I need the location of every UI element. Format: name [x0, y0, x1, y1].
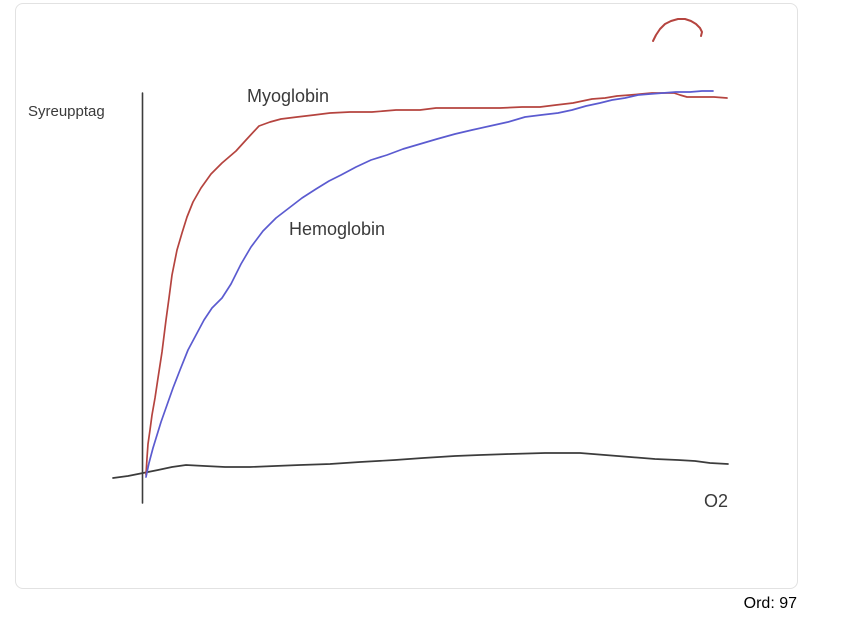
series-label-hemoglobin: Hemoglobin — [289, 219, 386, 239]
x-axis-label: O2 — [704, 491, 729, 511]
series-label-myoglobin: Myoglobin — [247, 86, 330, 106]
word-count: Ord: 97 — [743, 595, 797, 612]
drawing-card — [15, 3, 798, 589]
y-axis-label: Syreupptag — [28, 103, 105, 120]
